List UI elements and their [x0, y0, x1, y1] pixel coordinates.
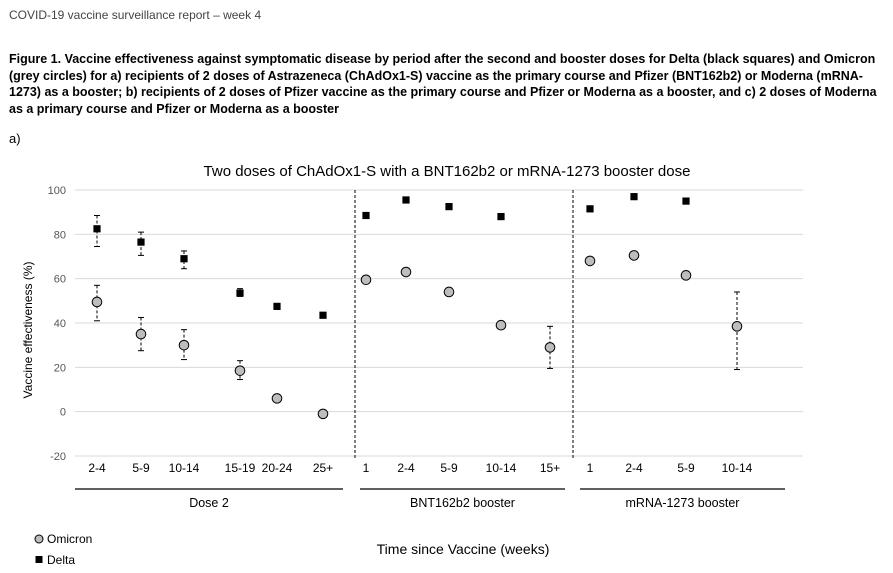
legend-omicron-label: Omicron [47, 532, 92, 546]
x-axis-label: Time since Vaccine (weeks) [377, 541, 550, 557]
delta-point [273, 302, 281, 310]
x-tick-label: 15+ [540, 461, 560, 475]
delta-point [682, 197, 690, 205]
omicron-point [584, 255, 596, 267]
y-tick-label: 20 [54, 362, 66, 374]
x-tick-label: 5-9 [132, 461, 150, 475]
omicron-point [317, 408, 329, 420]
omicron-point [360, 274, 372, 286]
x-tick-label: 5-9 [677, 461, 695, 475]
omicron-point [628, 250, 640, 261]
y-tick-label: -20 [50, 451, 66, 463]
group-label: BNT162b2 booster [410, 496, 515, 510]
delta-point [445, 203, 453, 211]
x-tick-label: 10-14 [486, 461, 517, 475]
omicron-point [495, 319, 507, 331]
omicron-point [443, 286, 455, 298]
x-tick-label: 20-24 [262, 461, 293, 475]
y-tick-label: 80 [54, 229, 66, 241]
y-axis-label: Vaccine effectiveness (%) [21, 262, 35, 399]
omicron-point [271, 393, 283, 404]
delta-point [137, 238, 145, 246]
delta-point [630, 193, 638, 201]
chart-title: Two doses of ChAdOx1-S with a BNT162b2 o… [204, 163, 691, 180]
x-tick-label: 10-14 [169, 461, 200, 475]
delta-point [180, 255, 188, 263]
delta-point [236, 289, 244, 297]
delta-point [402, 196, 410, 204]
legend-delta-label: Delta [47, 553, 75, 567]
y-tick-label: 60 [54, 274, 66, 286]
delta-point [362, 211, 370, 220]
x-tick-label: 2-4 [88, 461, 106, 475]
legend-omicron-marker [34, 534, 44, 544]
y-tick-label: 100 [48, 185, 66, 197]
panel-label: a) [9, 131, 21, 146]
omicron-point [178, 339, 190, 351]
omicron-point [91, 296, 103, 308]
delta-point [586, 205, 594, 213]
delta-point [93, 225, 101, 233]
x-tick-label: 1 [587, 461, 594, 475]
group-label: Dose 2 [189, 496, 229, 510]
x-tick-label: 1 [363, 461, 370, 475]
group-label: mRNA-1273 booster [626, 496, 740, 510]
figure-caption: Figure 1. Vaccine effectiveness against … [9, 52, 877, 116]
y-tick-label: 40 [54, 318, 66, 330]
omicron-point [544, 342, 556, 353]
x-tick-label: 10-14 [722, 461, 753, 475]
omicron-point [731, 321, 743, 332]
legend-delta-marker [35, 556, 43, 563]
x-tick-label: 5-9 [440, 461, 458, 475]
delta-point [497, 213, 505, 221]
omicron-point [400, 266, 412, 278]
x-tick-label: 15-19 [225, 461, 256, 475]
y-tick-label: 0 [60, 407, 66, 419]
omicron-point [680, 270, 692, 281]
report-header: COVID-19 vaccine surveillance report – w… [9, 8, 262, 22]
x-tick-label: 2-4 [397, 461, 415, 475]
omicron-point [234, 365, 246, 376]
x-tick-label: 2-4 [625, 461, 643, 475]
x-tick-label: 25+ [313, 461, 333, 475]
legend: Omicron Delta [34, 532, 92, 567]
omicron-point [135, 328, 147, 340]
delta-point [319, 311, 327, 319]
